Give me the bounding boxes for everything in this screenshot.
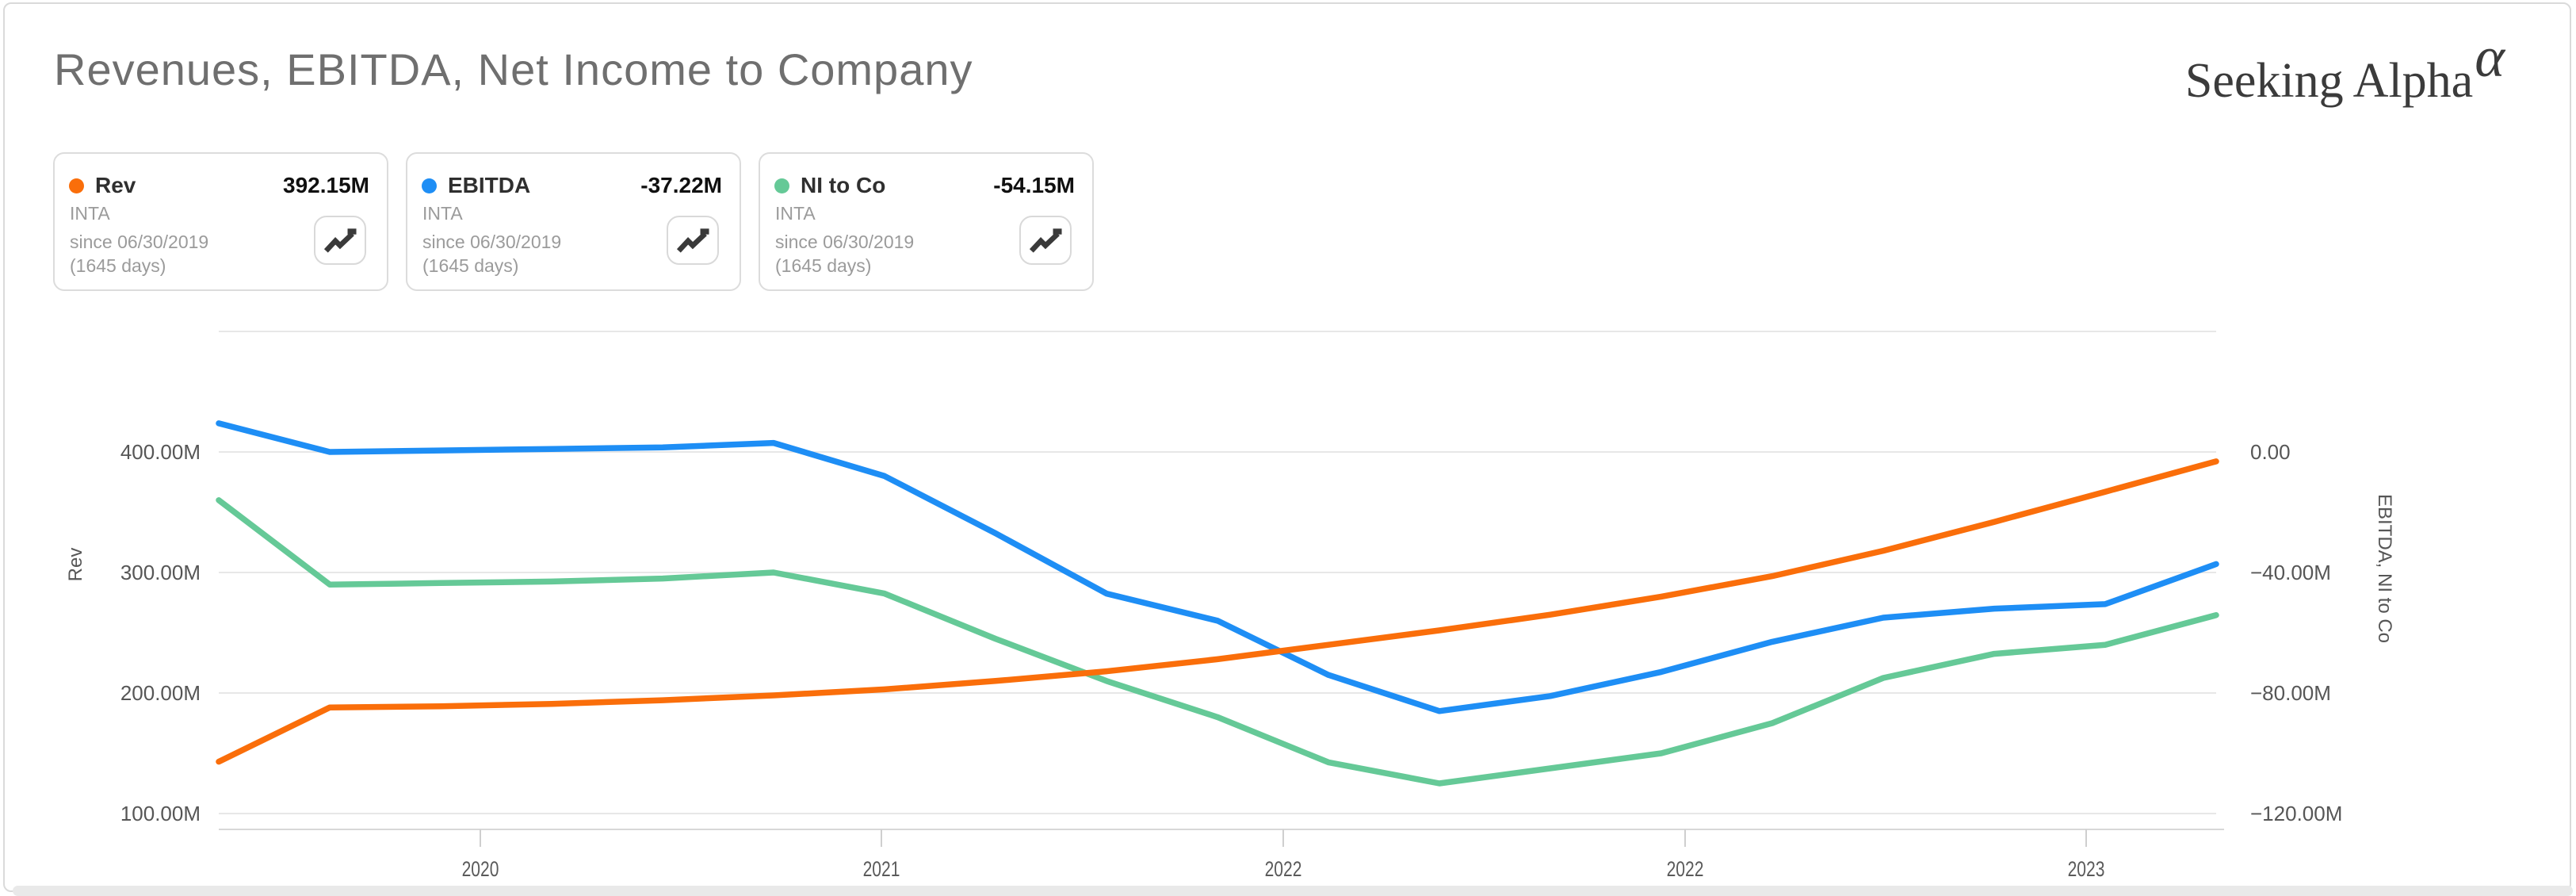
series-color-dot [69,178,84,193]
series-value: 392.15M [283,173,369,197]
since-label: since 06/30/2019 (1645 days) [775,232,915,276]
since-label: since 06/30/2019 (1645 days) [422,232,562,276]
since-label: since 06/30/2019 (1645 days) [70,232,209,276]
series-label: EBITDA [448,173,531,197]
y-axis-label-right: 0.00 [2250,440,2291,464]
alpha-icon: α [2475,25,2505,89]
legend-card-ebitda[interactable]: EBITDA -37.22M INTA since 06/30/2019 (16… [406,152,741,291]
y-axis-label-left: 400.00M [120,440,201,464]
mini-chart-button[interactable] [314,216,366,265]
series-color-dot [774,178,789,193]
series-label: NI to Co [801,173,886,197]
seeking-alpha-wordmark: Seeking Alpha [2184,54,2474,108]
y-axis-label-right: −40.00M [2250,561,2331,584]
page-title: Revenues, EBITDA, Net Income to Company [54,44,973,94]
series-label: Rev [95,173,136,197]
series-value: -54.15M [993,173,1075,197]
y-axis-label-right: −80.00M [2250,681,2331,705]
series-value: -37.22M [640,173,722,197]
legend-card-rev[interactable]: Rev 392.15M INTA since 06/30/2019 (1645 … [53,152,388,291]
days-label: (1645 days) [70,255,166,276]
x-axis-label: 2022 [1666,857,1704,881]
y-axis-label-left: 200.00M [120,681,201,705]
series-line-ni-to-co [216,497,2219,787]
chart-area [216,331,2224,847]
chart-widget-card: Revenues, EBITDA, Net Income to Company … [3,2,2573,896]
x-axis-label: 2023 [2067,857,2105,881]
x-axis-label: 2022 [1264,857,1302,881]
mini-chart-button[interactable] [667,216,719,265]
mini-chart-button[interactable] [1019,216,1072,265]
days-label: (1645 days) [775,255,872,276]
series-line-rev [216,458,2219,765]
legend-card-header: Rev 392.15M [69,173,369,198]
legend-card-ni-to-co[interactable]: NI to Co -54.15M INTA since 06/30/2019 (… [759,152,1094,291]
ticker-label: INTA [775,203,816,224]
seeking-alpha-logo: Seeking Alphaα [2184,25,2505,111]
legend-card-header: EBITDA -37.22M [422,173,722,198]
y-axis-label-left: 300.00M [120,561,201,584]
series-color-dot [422,178,437,193]
x-axis-label: 2020 [461,857,499,881]
trend-line-icon [1029,228,1062,253]
trend-line-icon [323,228,357,253]
ticker-label: INTA [422,203,463,224]
x-axis-label: 2021 [862,857,900,881]
y-axis-title-right: EBITDA, NI to Co [2374,493,2395,644]
y-axis-title-left: Rev [65,547,86,582]
legend-card-header: NI to Co -54.15M [774,173,1075,198]
y-axis-label-right: −120.00M [2250,802,2343,825]
ticker-label: INTA [70,203,110,224]
series-line-ebitda [216,420,2219,714]
horizontal-scrollbar[interactable] [13,886,2573,896]
days-label: (1645 days) [422,255,519,276]
trend-line-icon [676,228,709,253]
legend-cards-row: Rev 392.15M INTA since 06/30/2019 (1645 … [53,152,1094,291]
y-axis-label-left: 100.00M [120,802,201,825]
